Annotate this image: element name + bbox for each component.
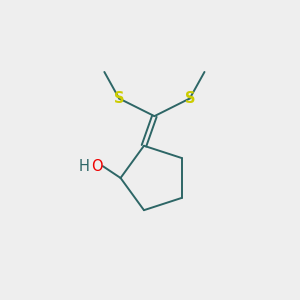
Text: S: S	[114, 91, 124, 106]
Text: S: S	[184, 91, 195, 106]
Text: H: H	[79, 159, 90, 174]
Text: O: O	[91, 159, 103, 174]
